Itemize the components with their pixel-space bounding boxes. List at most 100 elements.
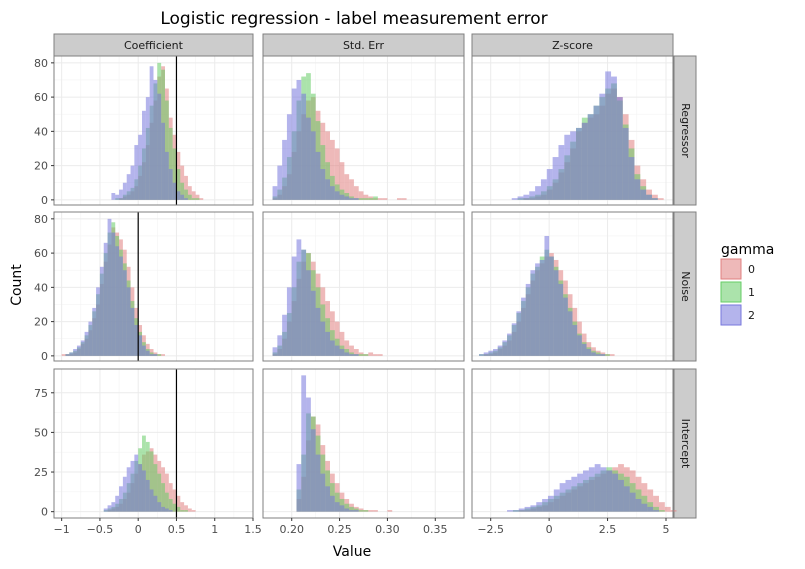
histogram-bar-gamma-1 (176, 169, 181, 200)
histogram-bar-gamma-2 (122, 182, 127, 200)
y-tick-label: 80 (34, 213, 48, 226)
histogram-bar-gamma-2 (157, 93, 162, 200)
x-tick-label: 2.5 (599, 523, 617, 536)
histogram-bar-gamma-2 (497, 345, 503, 356)
histogram-bar-gamma-2 (325, 331, 330, 356)
panel-border (53, 55, 254, 206)
histogram-bar-gamma-2 (149, 489, 154, 512)
y-axis-label: Count (9, 264, 25, 306)
histogram-bar-gamma-0 (368, 352, 374, 356)
histogram-bar-gamma-2 (119, 256, 123, 356)
histogram-bar-gamma-2 (516, 311, 522, 356)
x-tick-label: −1 (54, 523, 70, 536)
histogram-bar-gamma-2 (540, 179, 547, 200)
histogram-bar-gamma-1 (647, 502, 654, 512)
histogram-bar-gamma-2 (310, 429, 316, 512)
histogram-bar-gamma-2 (646, 194, 652, 200)
histogram-bar-gamma-2 (277, 165, 283, 200)
y-tick-label: 0 (41, 194, 48, 207)
histogram-bar-gamma-2 (559, 483, 566, 512)
histogram-bar-gamma-2 (588, 467, 595, 512)
histogram-bar-gamma-2 (593, 105, 600, 200)
histogram-bar-gamma-2 (493, 349, 498, 356)
histogram-bar-gamma-2 (272, 347, 278, 356)
histogram-bar-gamma-2 (518, 508, 525, 512)
legend-swatch-gamma-2 (720, 304, 742, 326)
histogram-bar-gamma-0 (397, 198, 402, 200)
histogram-bar-gamma-2 (153, 495, 158, 512)
histogram-bar-gamma-1 (172, 148, 177, 200)
histogram-bar-gamma-0 (344, 174, 350, 200)
histogram-bar-gamma-2 (92, 307, 97, 356)
histogram-bar-gamma-2 (286, 287, 292, 356)
histogram-bar-gamma-2 (334, 191, 340, 200)
histogram-bar-gamma-2 (542, 498, 548, 512)
row-strip (673, 55, 697, 206)
histogram-bar-gamma-2 (525, 283, 531, 356)
histogram-bar-gamma-2 (606, 470, 613, 512)
histogram-bar-gamma-2 (576, 127, 582, 200)
histogram-bar-gamma-0 (184, 175, 188, 200)
histogram-bar-gamma-0 (176, 495, 181, 512)
histogram-bar-gamma-2 (315, 454, 321, 512)
histogram-bar-gamma-2 (546, 169, 553, 200)
histogram-bar-gamma-2 (583, 470, 589, 512)
histogram-bar-gamma-2 (521, 297, 526, 356)
histogram-bar-gamma-0 (609, 354, 615, 356)
legend-swatch-gamma-1 (720, 281, 742, 303)
histogram-bar-gamma-2 (134, 325, 139, 356)
panel-border (262, 55, 465, 206)
histogram-bar-gamma-2 (651, 198, 658, 200)
x-tick-label: −2.5 (477, 523, 504, 536)
x-tick-label: 0.30 (375, 523, 400, 536)
histogram-bar-gamma-0 (191, 510, 196, 512)
histogram-bar-gamma-2 (530, 505, 537, 512)
histogram-bar-gamma-2 (616, 97, 623, 200)
histogram-bar-gamma-2 (483, 352, 489, 356)
panel-border (262, 211, 465, 362)
histogram-bar-gamma-2 (529, 191, 536, 200)
facet-panel: 0 20 40 60 80 (34, 55, 254, 207)
histogram-bar-gamma-0 (670, 510, 677, 512)
histogram-bar-gamma-2 (581, 122, 588, 200)
histogram-bar-gamma-2 (552, 157, 559, 200)
histogram-bar-gamma-2 (339, 349, 345, 356)
histogram-bar-gamma-2 (138, 464, 143, 512)
column-strip-label: Coefficient (124, 39, 184, 52)
histogram-bar-gamma-0 (349, 345, 354, 356)
histogram-bar-gamma-2 (611, 76, 617, 200)
histogram-bar-gamma-2 (296, 464, 302, 512)
panel-border (262, 368, 465, 519)
histogram-bar-gamma-2 (325, 486, 330, 512)
facet-panel: −2.5 0 2.5 5 (471, 368, 677, 536)
histogram-bar-gamma-2 (157, 502, 162, 512)
histogram-bar-gamma-1 (184, 510, 188, 512)
histogram-bar-gamma-2 (524, 506, 531, 512)
histogram-bar-gamma-2 (99, 266, 104, 356)
histogram-bar-gamma-1 (349, 506, 354, 512)
histogram-bar-gamma-2 (581, 343, 587, 356)
histogram-bar-gamma-1 (191, 198, 196, 200)
column-strip-label: Z-score (552, 39, 593, 52)
histogram-bar-gamma-2 (635, 498, 642, 512)
histogram-bar-gamma-2 (130, 307, 135, 356)
histogram-bar-gamma-2 (330, 495, 335, 512)
x-tick-label: 0 (135, 523, 142, 536)
histogram-bar-gamma-2 (535, 186, 541, 200)
panel-border (471, 55, 674, 206)
histogram-bar-gamma-0 (387, 510, 393, 512)
histogram-bar-gamma-2 (325, 179, 330, 200)
histogram-bar-gamma-1 (164, 100, 169, 200)
histogram-bar-gamma-1 (172, 503, 177, 512)
histogram-bar-gamma-0 (191, 191, 196, 200)
histogram-bar-gamma-2 (291, 256, 297, 356)
histogram-bar-gamma-2 (544, 235, 550, 356)
legend: gamma 0 1 2 (720, 242, 774, 326)
histogram-bar-gamma-0 (658, 502, 665, 512)
histogram-bar-gamma-2 (134, 145, 139, 200)
histogram-bar-gamma-2 (111, 193, 116, 200)
x-tick-label: 0.5 (168, 523, 186, 536)
histogram-bar-gamma-2 (296, 239, 302, 356)
histogram-bar-gamma-2 (320, 169, 326, 200)
histogram-bar-gamma-2 (523, 194, 530, 200)
